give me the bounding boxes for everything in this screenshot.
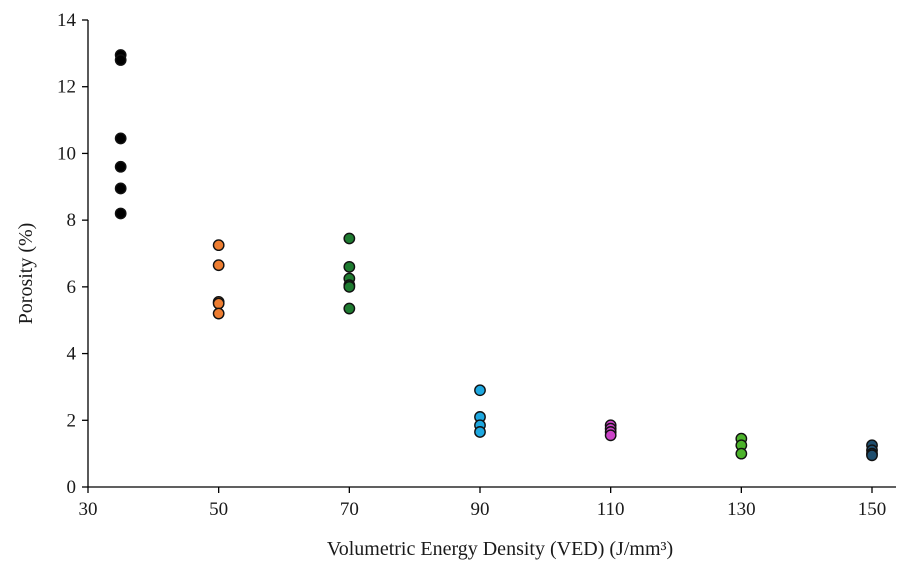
- data-point: [343, 260, 356, 273]
- data-point: [866, 449, 878, 462]
- data-point: [474, 426, 486, 438]
- y-tick-label: 12: [57, 77, 76, 98]
- x-tick-label: 110: [597, 499, 625, 520]
- data-point: [212, 259, 225, 272]
- data-point: [114, 54, 127, 66]
- data-point: [735, 447, 748, 460]
- axes: [87, 20, 896, 488]
- data-point: [343, 280, 356, 293]
- data-point: [474, 384, 486, 397]
- x-axis-title: Volumetric Energy Density (VED) (J/mm³): [327, 538, 673, 560]
- data-point: [114, 207, 127, 220]
- x-ticks: 30 50 70 90 110 130 150: [79, 487, 887, 520]
- x-tick-label: 30: [79, 499, 98, 520]
- x-tick-label: 130: [727, 499, 756, 520]
- data-point: [212, 307, 225, 320]
- y-tick-label: 4: [67, 344, 77, 365]
- y-tick-label: 14: [57, 10, 77, 31]
- x-tick-label: 90: [471, 499, 490, 520]
- data-point: [114, 132, 127, 145]
- data-point: [212, 239, 225, 252]
- y-tick-label: 6: [67, 277, 77, 298]
- y-tick-label: 0: [67, 477, 77, 498]
- data-point: [343, 302, 356, 315]
- x-tick-label: 50: [209, 499, 228, 520]
- data-point: [114, 182, 127, 195]
- y-ticks: 0 2 4 6 8 10 12 14: [57, 10, 88, 498]
- y-tick-label: 10: [57, 143, 76, 164]
- data-point: [343, 232, 356, 245]
- y-axis-title: Porosity (%): [15, 223, 37, 325]
- data-point: [114, 160, 127, 173]
- data-point: [604, 429, 617, 442]
- data-points: [114, 49, 878, 462]
- x-tick-label: 70: [340, 499, 359, 520]
- data-point: [212, 297, 225, 310]
- y-tick-label: 2: [67, 410, 77, 431]
- y-tick-label: 8: [67, 210, 77, 231]
- x-tick-label: 150: [858, 499, 887, 520]
